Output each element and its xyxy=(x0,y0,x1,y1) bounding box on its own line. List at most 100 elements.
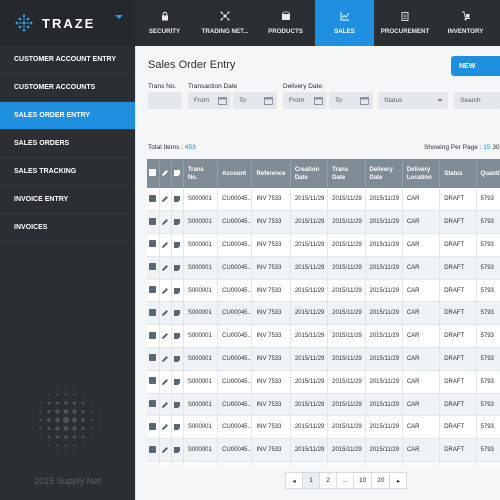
header-delivery-location[interactable]: Delivery Location xyxy=(402,159,441,188)
row-checkbox[interactable] xyxy=(147,461,160,465)
edit-icon[interactable] xyxy=(159,415,172,440)
brand-dropdown-icon[interactable] xyxy=(115,15,123,19)
note-icon[interactable] xyxy=(171,415,184,440)
calendar-icon[interactable] xyxy=(218,96,227,105)
tab-inventory[interactable]: INVENTORY xyxy=(436,0,495,46)
note-icon[interactable] xyxy=(171,256,184,280)
row-checkbox[interactable] xyxy=(147,188,160,212)
cell-status: DRAFT xyxy=(439,370,477,394)
note-icon[interactable] xyxy=(171,233,184,257)
header-quantity[interactable]: Quantity xyxy=(476,159,500,188)
transaction-date-to-field[interactable]: To xyxy=(233,92,277,109)
tab-procurement[interactable]: PROCUREMENT xyxy=(374,0,436,46)
next-page-button[interactable]: ▸ xyxy=(389,472,408,489)
header-trans-date[interactable]: Trans Date xyxy=(327,159,366,188)
header-delivery-date[interactable]: Delivery Date xyxy=(365,159,403,188)
edit-icon[interactable] xyxy=(159,279,172,303)
edit-icon[interactable] xyxy=(159,233,172,257)
note-icon[interactable] xyxy=(171,279,184,303)
row-checkbox[interactable] xyxy=(147,233,160,257)
header-trans-no[interactable]: Trans No. xyxy=(183,159,219,188)
row-checkbox[interactable] xyxy=(147,301,160,326)
note-icon[interactable] xyxy=(171,461,184,465)
edit-icon[interactable] xyxy=(159,393,172,417)
page-button[interactable]: 1 xyxy=(302,472,320,489)
search-input[interactable]: Search xyxy=(454,92,500,109)
status-select[interactable]: Status xyxy=(378,92,448,109)
row-checkbox[interactable] xyxy=(147,210,160,235)
tab-products[interactable]: PRODUCTS xyxy=(256,0,315,46)
page-button[interactable]: ... xyxy=(336,472,354,489)
header-account[interactable]: Account xyxy=(217,159,253,188)
note-icon[interactable] xyxy=(171,370,184,394)
tab-trading-net[interactable]: TRADING NET... xyxy=(194,0,256,46)
transaction-date-from-field[interactable]: From xyxy=(188,92,231,109)
note-icon[interactable] xyxy=(171,324,184,349)
edit-icon[interactable] xyxy=(159,347,172,371)
row-checkbox[interactable] xyxy=(147,370,160,394)
row-checkbox[interactable] xyxy=(147,347,160,371)
note-icon[interactable] xyxy=(171,301,184,326)
header-creation-date[interactable]: Creation Date xyxy=(290,159,329,188)
edit-icon[interactable] xyxy=(159,188,172,212)
note-icon[interactable] xyxy=(171,438,184,463)
per-page-option[interactable]: 15 xyxy=(483,144,491,151)
sidebar-item-customer-accounts[interactable]: CUSTOMER ACCOUNTS xyxy=(0,74,135,102)
page-button[interactable]: 20 xyxy=(371,472,391,489)
calendar-icon[interactable] xyxy=(314,96,323,105)
calendar-icon[interactable] xyxy=(360,96,369,105)
row-checkbox[interactable] xyxy=(147,324,160,349)
prev-page-button[interactable]: ◂ xyxy=(285,472,303,489)
edit-icon[interactable] xyxy=(159,370,172,394)
sidebar-item-sales-tracking[interactable]: SALES TRACKING xyxy=(0,158,135,186)
row-checkbox[interactable] xyxy=(147,438,160,463)
edit-icon[interactable] xyxy=(159,438,172,463)
sidebar-item-customer-account-entry[interactable]: CUSTOMER ACCOUNT ENTRY xyxy=(0,46,135,74)
edit-icon[interactable] xyxy=(159,324,172,349)
tab-sales[interactable]: SALES xyxy=(315,0,374,46)
note-icon[interactable] xyxy=(171,188,184,212)
select-all-checkbox[interactable] xyxy=(147,159,160,188)
sidebar-item-sales-order-entry[interactable]: SALES ORDER ENTRY xyxy=(0,102,140,130)
edit-icon[interactable] xyxy=(159,256,172,280)
page-button[interactable]: 10 xyxy=(353,472,373,489)
delivery-date-from-field[interactable]: From xyxy=(283,92,327,109)
calendar-icon[interactable] xyxy=(264,96,273,105)
edit-icon[interactable] xyxy=(159,301,172,326)
row-checkbox[interactable] xyxy=(147,256,160,280)
cell-quantity: 5793 xyxy=(476,461,500,465)
delivery-date-to-field[interactable]: To xyxy=(329,92,373,109)
sidebar-item-invoice-entry[interactable]: INVOICE ENTRY xyxy=(0,186,135,214)
sidebar-item-invoices[interactable]: INVOICES xyxy=(0,214,135,242)
note-icon[interactable] xyxy=(171,347,184,371)
tab-security[interactable]: SECURITY xyxy=(135,0,194,46)
row-checkbox[interactable] xyxy=(147,393,160,417)
edit-icon[interactable] xyxy=(159,461,172,465)
per-page-option[interactable]: 30 xyxy=(492,144,500,151)
header-status[interactable]: Status xyxy=(439,159,477,188)
note-icon[interactable] xyxy=(171,393,184,417)
row-checkbox[interactable] xyxy=(147,279,160,303)
new-button[interactable]: NEW xyxy=(451,56,500,76)
brand-header[interactable]: TRAZE xyxy=(0,0,135,46)
note-icon[interactable] xyxy=(171,210,184,235)
header-reference[interactable]: Reference xyxy=(251,159,291,188)
page-button[interactable]: 2 xyxy=(319,472,337,489)
trans-no-input[interactable] xyxy=(148,92,182,109)
sidebar-item-sales-orders[interactable]: SALES ORDERS xyxy=(0,130,135,158)
row-checkbox[interactable] xyxy=(147,415,160,440)
edit-icon[interactable] xyxy=(159,210,172,235)
